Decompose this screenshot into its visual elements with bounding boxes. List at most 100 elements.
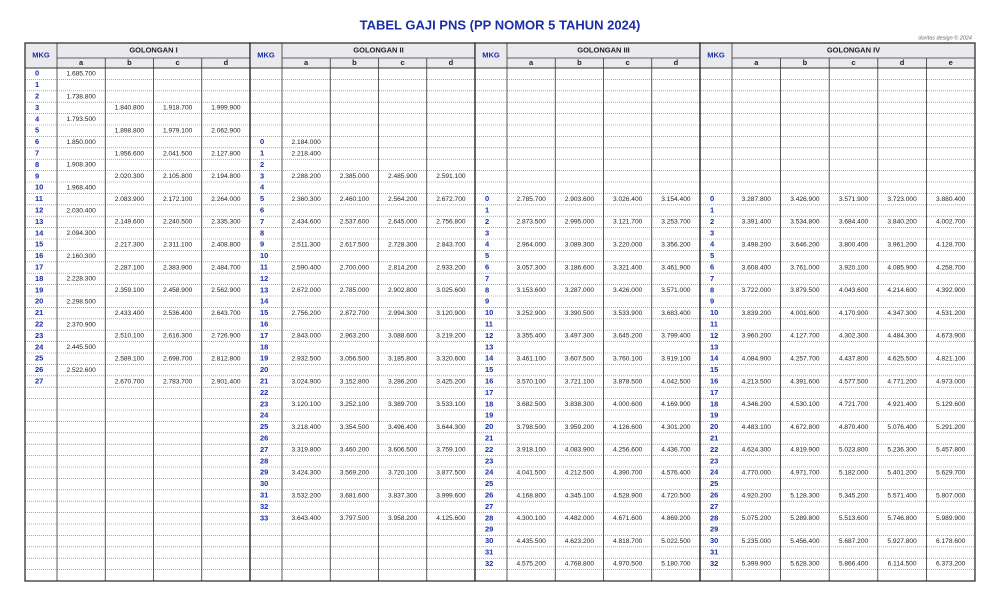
mkg: 15	[710, 365, 718, 374]
mkg: 31	[710, 547, 718, 556]
salary: 2.995.000	[565, 219, 595, 226]
salary: 5.345.200	[839, 492, 869, 499]
salary: 3.185.800	[388, 355, 418, 362]
mkg: 14	[485, 354, 494, 363]
salary: 3.057.300	[516, 264, 546, 271]
salary: 2.700.000	[340, 264, 370, 271]
mkg: 29	[710, 525, 718, 534]
group-name: GOLONGAN I	[129, 45, 177, 54]
mkg: 6	[710, 262, 714, 271]
mkg: 30	[260, 479, 268, 488]
salary: 6.178.600	[936, 538, 966, 545]
salary: 2.564.200	[388, 196, 418, 203]
salary: 1.685.700	[66, 70, 96, 77]
salary: 4.818.700	[613, 538, 643, 545]
credit: doritas design © 2024	[918, 34, 972, 41]
salary: 1.738.800	[66, 93, 96, 100]
salary: 3.799.400	[661, 333, 691, 340]
mkg: 16	[35, 251, 43, 260]
salary: 2.872.700	[340, 310, 370, 317]
salary: 3.253.700	[661, 219, 691, 226]
salary: 2.062.900	[211, 127, 241, 134]
mkg: 19	[710, 411, 718, 420]
salary: 4.625.500	[887, 355, 917, 362]
mkg: 28	[710, 513, 718, 522]
salary: 4.671.600	[613, 515, 643, 522]
salary: 5.927.800	[887, 538, 917, 545]
mkg: 2	[260, 160, 264, 169]
mkg: 0	[485, 194, 489, 203]
salary: 3.120.900	[436, 310, 466, 317]
mkg: 1	[710, 205, 714, 214]
mkg: 20	[35, 297, 43, 306]
salary: 1.918.700	[163, 105, 193, 112]
salary: 3.460.200	[340, 447, 370, 454]
salary: 3.570.100	[516, 378, 546, 385]
mkg: 23	[35, 331, 43, 340]
salary: 3.880.400	[936, 196, 966, 203]
salary: 3.920.100	[839, 264, 869, 271]
salary: 4.212.500	[565, 469, 595, 476]
salary: 4.973.000	[936, 378, 966, 385]
mkg: 25	[35, 354, 43, 363]
mkg: 13	[260, 285, 268, 294]
salary: 2.616.300	[163, 333, 193, 340]
mkg: 0	[35, 69, 39, 78]
salary: 4.528.900	[613, 492, 643, 499]
mkg: 21	[35, 308, 43, 317]
mkg: 5	[485, 251, 489, 260]
salary: 3.533.900	[613, 310, 643, 317]
salary: 2.030.400	[66, 207, 96, 214]
salary: 4.258.700	[936, 264, 966, 271]
salary: 3.797.500	[340, 515, 370, 522]
salary: 2.264.000	[211, 196, 241, 203]
salary: 3.683.400	[661, 310, 691, 317]
salary: 5.128.300	[790, 492, 820, 499]
column-header: d	[449, 58, 454, 67]
salary: 4.970.500	[613, 561, 643, 568]
mkg: 3	[485, 228, 489, 237]
salary: 4.043.600	[839, 287, 869, 294]
mkg: 3	[35, 103, 39, 112]
salary: 4.300.100	[516, 515, 546, 522]
salary: 4.768.800	[565, 561, 595, 568]
salary: 3.354.500	[340, 424, 370, 431]
mkg: 12	[35, 205, 43, 214]
salary: 3.252.900	[516, 310, 546, 317]
salary: 2.194.800	[211, 173, 241, 180]
salary: 2.617.500	[340, 241, 370, 248]
salary: 2.536.400	[163, 310, 193, 317]
salary: 3.608.400	[742, 264, 772, 271]
mkg: 0	[260, 137, 264, 146]
salary: 6.114.500	[888, 561, 917, 568]
salary: 3.879.500	[790, 287, 820, 294]
salary: 3.389.700	[388, 401, 418, 408]
salary: 4.770.000	[742, 469, 772, 476]
header-bg	[699, 42, 976, 69]
mkg: 7	[35, 148, 39, 157]
salary: 3.960.200	[742, 333, 772, 340]
mkg: 32	[485, 559, 493, 568]
salary: 2.240.500	[163, 219, 193, 226]
salary: 4.484.300	[887, 333, 917, 340]
mkg: 13	[35, 217, 43, 226]
salary: 2.590.400	[291, 264, 321, 271]
salary: 2.672.700	[436, 196, 466, 203]
salary: 3.723.000	[887, 196, 917, 203]
salary: 2.728.300	[388, 241, 418, 248]
mkg: 24	[260, 411, 269, 420]
mkg: 28	[260, 456, 268, 465]
salary: 2.562.900	[211, 287, 241, 294]
mkg-header: MKG	[707, 50, 725, 59]
salary: 2.288.200	[291, 173, 321, 180]
salary: 3.837.300	[388, 492, 418, 499]
salary: 3.152.800	[340, 378, 370, 385]
mkg: 16	[710, 376, 718, 385]
salary: 5.022.500	[661, 538, 691, 545]
mkg: 5	[260, 194, 264, 203]
mkg: 29	[485, 525, 493, 534]
salary: 2.522.600	[66, 367, 96, 374]
mkg: 31	[260, 490, 268, 499]
salary: 3.798.500	[516, 424, 546, 431]
salary: 3.219.200	[436, 333, 466, 340]
